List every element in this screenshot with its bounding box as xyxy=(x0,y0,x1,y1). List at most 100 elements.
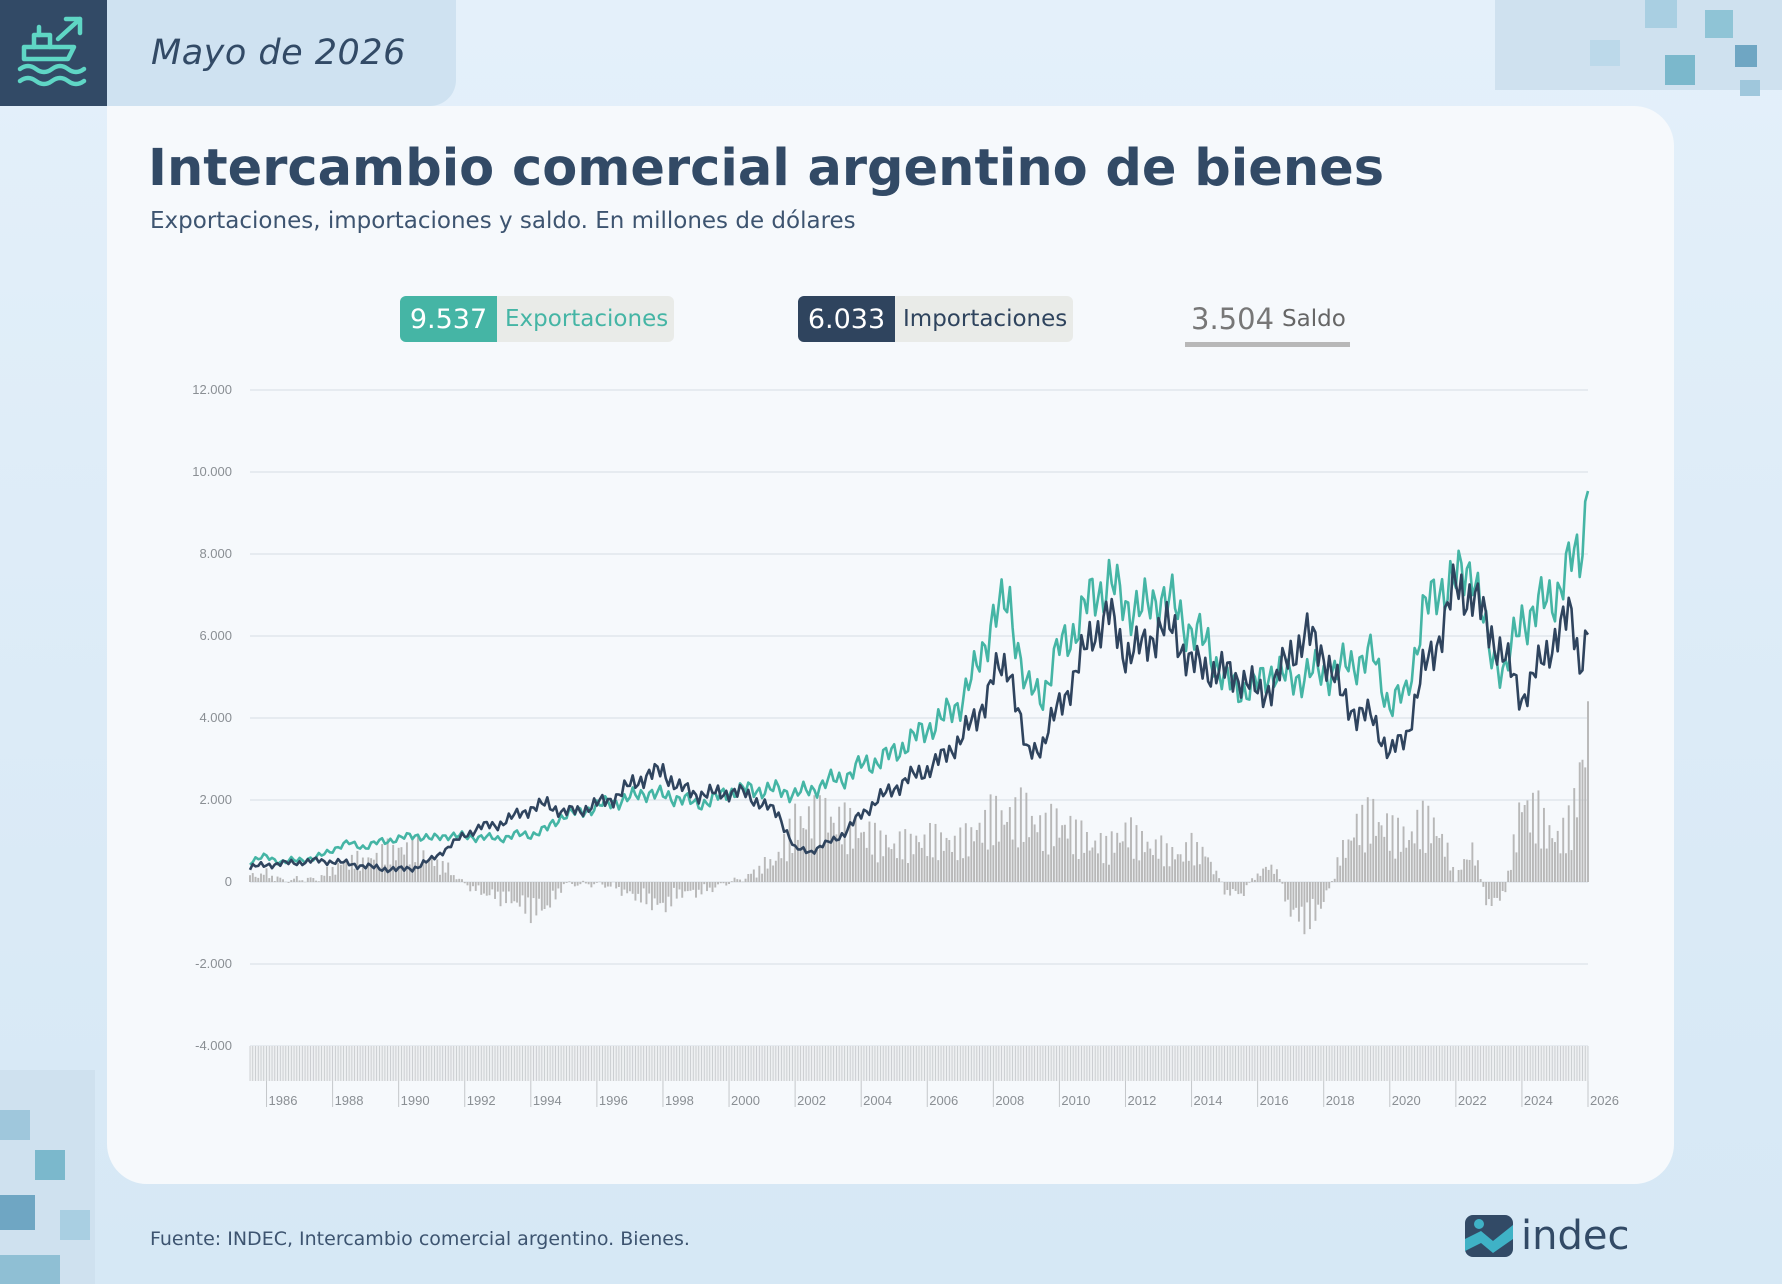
saldo-bar xyxy=(1306,882,1309,903)
saldo-bar xyxy=(1209,861,1212,882)
saldo-bar xyxy=(265,868,268,882)
saldo-bar xyxy=(315,880,318,882)
saldo-bar xyxy=(345,861,348,882)
saldo-bar xyxy=(637,882,640,894)
saldo-bar xyxy=(1102,863,1105,882)
saldo-bar xyxy=(796,839,799,882)
legend-saldo-label: Saldo xyxy=(1282,306,1346,332)
saldo-bar xyxy=(975,829,978,882)
saldo-bar xyxy=(1394,858,1397,882)
saldo-bar xyxy=(485,882,488,896)
saldo-bar xyxy=(692,882,695,890)
saldo-bar xyxy=(249,875,251,882)
legend-exportaciones: 9.537 Exportaciones xyxy=(400,296,675,342)
saldo-bar xyxy=(1116,832,1119,882)
saldo-bar xyxy=(747,874,750,882)
indec-logo: indec xyxy=(1463,1213,1629,1259)
saldo-bar xyxy=(1336,857,1339,882)
saldo-bar xyxy=(805,829,808,882)
saldo-bar xyxy=(1157,858,1160,882)
saldo-bar xyxy=(293,878,296,882)
saldo-bar xyxy=(337,862,340,882)
saldo-bar xyxy=(326,866,329,882)
saldo-bar xyxy=(706,882,708,892)
saldo-bar xyxy=(667,882,670,897)
saldo-bar xyxy=(1416,809,1419,882)
saldo-bar xyxy=(802,828,805,882)
saldo-bar xyxy=(496,882,499,892)
saldo-bar xyxy=(986,849,989,882)
saldo-bar xyxy=(758,865,761,882)
saldo-bar xyxy=(1036,832,1039,882)
legend-exportaciones-value: 9.537 xyxy=(400,296,497,342)
saldo-bar xyxy=(472,882,474,887)
saldo-bar xyxy=(1289,882,1292,917)
saldo-bar xyxy=(1165,843,1168,882)
saldo-bar xyxy=(901,859,904,882)
saldo-bar xyxy=(1201,846,1204,882)
saldo-bar xyxy=(1405,847,1408,882)
saldo-bar xyxy=(1152,855,1154,882)
saldo-bar xyxy=(1058,837,1061,882)
saldo-bar xyxy=(1551,838,1554,882)
saldo-bar xyxy=(1168,866,1171,882)
saldo-bar xyxy=(1355,813,1358,882)
saldo-bar xyxy=(893,843,896,882)
x-tick-label: 1998 xyxy=(665,1093,694,1108)
x-tick-label: 2000 xyxy=(731,1093,760,1108)
saldo-bar xyxy=(364,869,367,882)
x-tick-label: 1990 xyxy=(401,1093,430,1108)
saldo-bar xyxy=(964,823,967,882)
saldo-bar xyxy=(846,854,849,882)
saldo-bar xyxy=(750,873,753,882)
saldo-bar xyxy=(1099,832,1102,882)
x-tick-label: 2026 xyxy=(1590,1093,1619,1108)
saldo-bar xyxy=(931,857,934,882)
saldo-bar xyxy=(1121,841,1124,882)
saldo-bar xyxy=(1278,878,1281,882)
saldo-bar xyxy=(714,882,717,888)
saldo-bar xyxy=(840,844,843,882)
saldo-bar xyxy=(1441,833,1444,882)
saldo-bar xyxy=(1350,840,1353,882)
saldo-bar xyxy=(725,882,728,886)
y-tick-label: -4.000 xyxy=(195,1038,232,1053)
saldo-bar xyxy=(1003,824,1006,882)
saldo-bar xyxy=(1578,762,1581,882)
saldo-bar xyxy=(1019,787,1022,882)
saldo-bar xyxy=(1251,878,1254,882)
saldo-bar xyxy=(1474,865,1477,882)
saldo-bar xyxy=(494,882,496,899)
saldo-bar xyxy=(408,864,411,882)
x-tick-label: 2014 xyxy=(1194,1093,1223,1108)
saldo-bar xyxy=(565,882,568,883)
saldo-bar xyxy=(1573,788,1576,882)
saldo-bar xyxy=(761,873,764,882)
saldo-bar xyxy=(524,882,527,914)
saldo-bar xyxy=(997,841,1000,882)
saldo-bar xyxy=(1344,857,1347,882)
saldo-bar xyxy=(521,882,524,896)
saldo-bar xyxy=(1311,882,1314,899)
saldo-bar xyxy=(827,832,830,882)
saldo-bar xyxy=(940,832,942,882)
saldo-bar xyxy=(744,878,747,882)
saldo-bar xyxy=(1504,882,1507,893)
saldo-bar xyxy=(780,858,783,882)
saldo-bar xyxy=(896,858,898,882)
saldo-bar xyxy=(1105,835,1108,882)
saldo-bar xyxy=(1212,874,1215,882)
saldo-bar xyxy=(887,847,890,882)
saldo-bar xyxy=(1358,845,1361,882)
saldo-bar xyxy=(1523,805,1526,882)
saldo-bar xyxy=(1534,843,1537,882)
saldo-bar xyxy=(447,862,450,882)
chart-card xyxy=(107,106,1674,1184)
saldo-bar xyxy=(1190,832,1193,882)
saldo-bar xyxy=(1014,797,1017,882)
saldo-bar xyxy=(430,856,433,882)
saldo-bar xyxy=(576,882,579,886)
saldo-bar xyxy=(1386,813,1388,882)
saldo-bar xyxy=(973,841,976,882)
saldo-bar xyxy=(1295,882,1298,908)
